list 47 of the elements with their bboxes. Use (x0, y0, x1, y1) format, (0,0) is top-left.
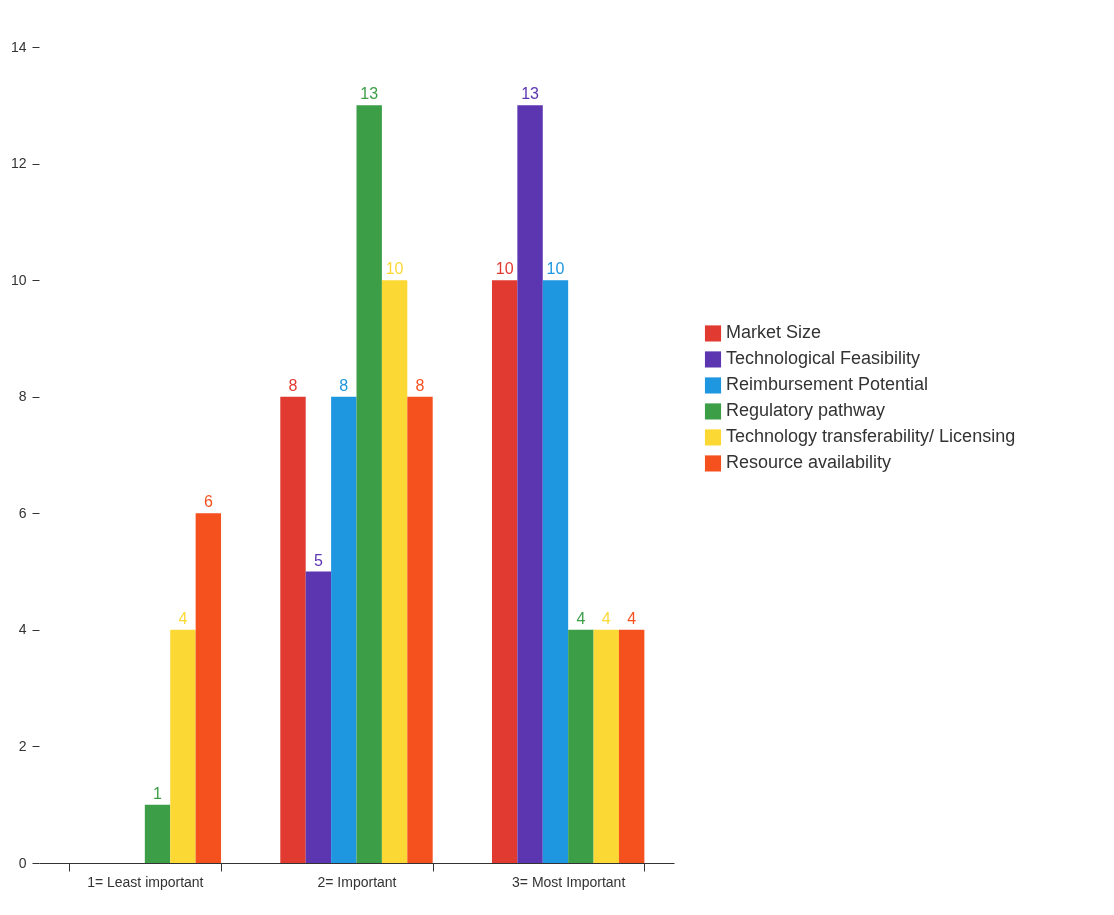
bar (618, 629, 645, 863)
legend-label: Market Size (726, 322, 822, 343)
data-label: 13 (360, 85, 379, 103)
bar (195, 513, 222, 863)
data-label: 5 (313, 551, 323, 569)
x-tick-label: 2= Important (317, 873, 397, 890)
bar (593, 629, 619, 863)
data-label: 4 (178, 609, 188, 627)
data-label: 4 (627, 609, 637, 627)
bar (170, 629, 196, 863)
bar (144, 804, 171, 863)
y-tick-label: 4 (18, 621, 27, 638)
legend-label: Technology transferability/ Licensing (726, 426, 1016, 447)
bar (356, 105, 382, 863)
y-tick-label: 14 (10, 38, 27, 55)
x-tick-label: 3= Most Important (512, 873, 626, 890)
data-label: 10 (495, 260, 514, 278)
y-tick-label: 6 (18, 504, 27, 521)
bar (331, 396, 357, 863)
data-label: 4 (576, 609, 586, 627)
bar (517, 105, 543, 863)
data-label: 8 (339, 376, 349, 394)
bar (542, 280, 569, 863)
y-tick-label: 2 (18, 737, 27, 754)
data-label: 8 (415, 376, 425, 394)
y-tick-label: 10 (10, 271, 27, 288)
bar (568, 629, 594, 863)
data-label: 10 (385, 260, 404, 278)
y-tick-label: 12 (10, 155, 27, 172)
legend-label: Technological Feasibility (726, 348, 921, 369)
bar (280, 396, 306, 863)
x-tick-label: 1= Least important (87, 873, 204, 890)
bar (491, 280, 518, 863)
legend-label: Resource availability (726, 452, 892, 473)
data-label: 6 (203, 493, 213, 511)
bar (407, 396, 433, 863)
data-label: 1 (153, 784, 163, 802)
data-label: 4 (601, 609, 611, 627)
data-label: 13 (521, 85, 540, 103)
bar (381, 280, 408, 863)
data-label: 10 (546, 260, 565, 278)
legend-label: Regulatory pathway (726, 400, 886, 421)
legend-label: Reimbursement Potential (726, 374, 929, 395)
bar (305, 571, 332, 863)
y-tick-label: 8 (18, 388, 27, 405)
y-tick-label: 0 (18, 854, 27, 871)
data-label: 8 (288, 376, 298, 394)
